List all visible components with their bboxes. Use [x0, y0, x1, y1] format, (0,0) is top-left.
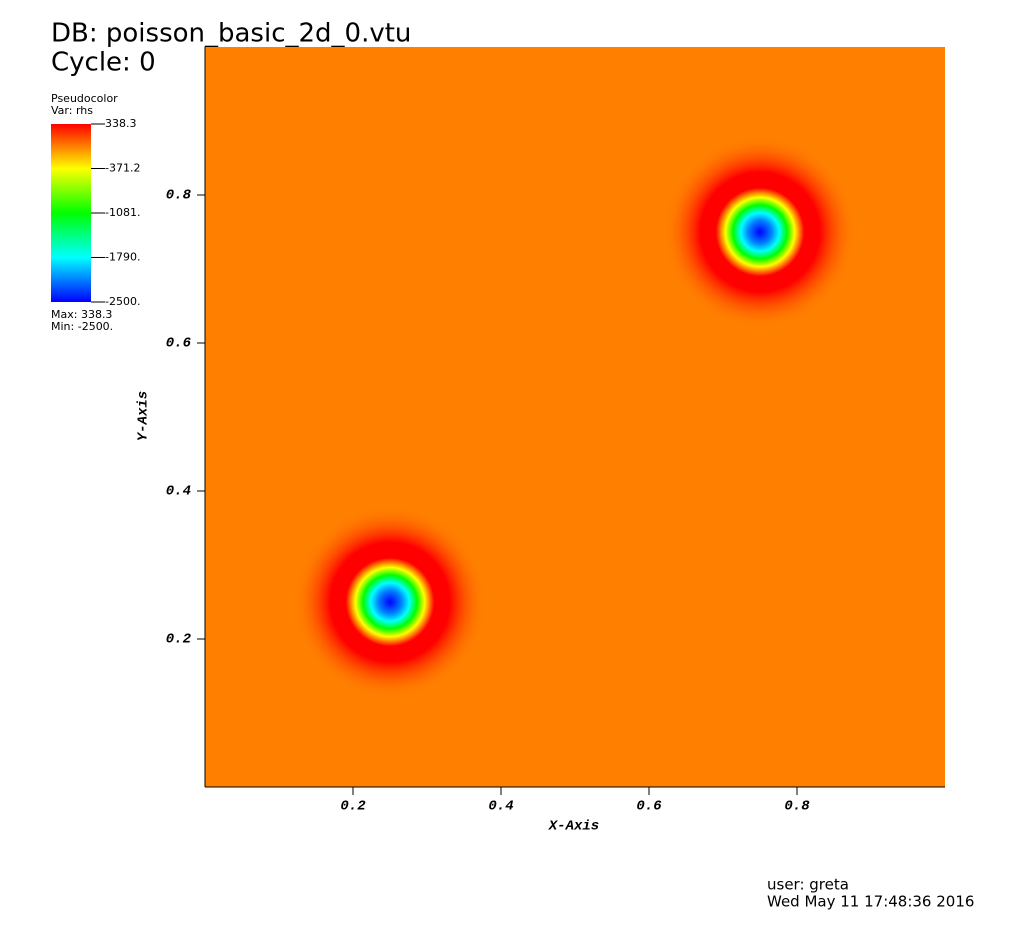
colorbar [51, 124, 91, 302]
colorbar-label: 338.3 [105, 117, 137, 130]
y-tick-label: 0.2 [166, 632, 192, 648]
y-tick-label: 0.6 [166, 336, 192, 352]
plot-background [205, 47, 945, 787]
x-tick-label: 0.2 [340, 799, 366, 815]
cycle: Cycle: 0 [51, 48, 156, 78]
legend-max: Max: 338.3 [51, 308, 112, 321]
source-blob [663, 135, 857, 329]
x-tick-label: 0.6 [636, 799, 662, 815]
source-blob [293, 505, 487, 699]
y-axis-label: Y-Axis [136, 391, 152, 441]
x-tick-label: 0.4 [488, 799, 513, 815]
date: Wed May 11 17:48:36 2016 [767, 893, 974, 911]
colorbar-label: -371.2 [105, 161, 140, 174]
legend-var: Var: rhs [51, 104, 93, 117]
x-tick-label: 0.8 [784, 799, 810, 815]
db-title: DB: poisson_basic_2d_0.vtu [51, 19, 411, 49]
user: user: greta [767, 876, 849, 894]
colorbar-label: -1790. [105, 250, 140, 263]
legend-title: Pseudocolor [51, 92, 118, 105]
y-tick-label: 0.8 [166, 188, 192, 204]
legend-min: Min: -2500. [51, 320, 113, 333]
colorbar-label: -2500. [105, 295, 140, 308]
y-tick-label: 0.4 [166, 484, 191, 500]
colorbar-label: -1081. [105, 206, 140, 219]
x-axis-label: X-Axis [548, 819, 599, 835]
